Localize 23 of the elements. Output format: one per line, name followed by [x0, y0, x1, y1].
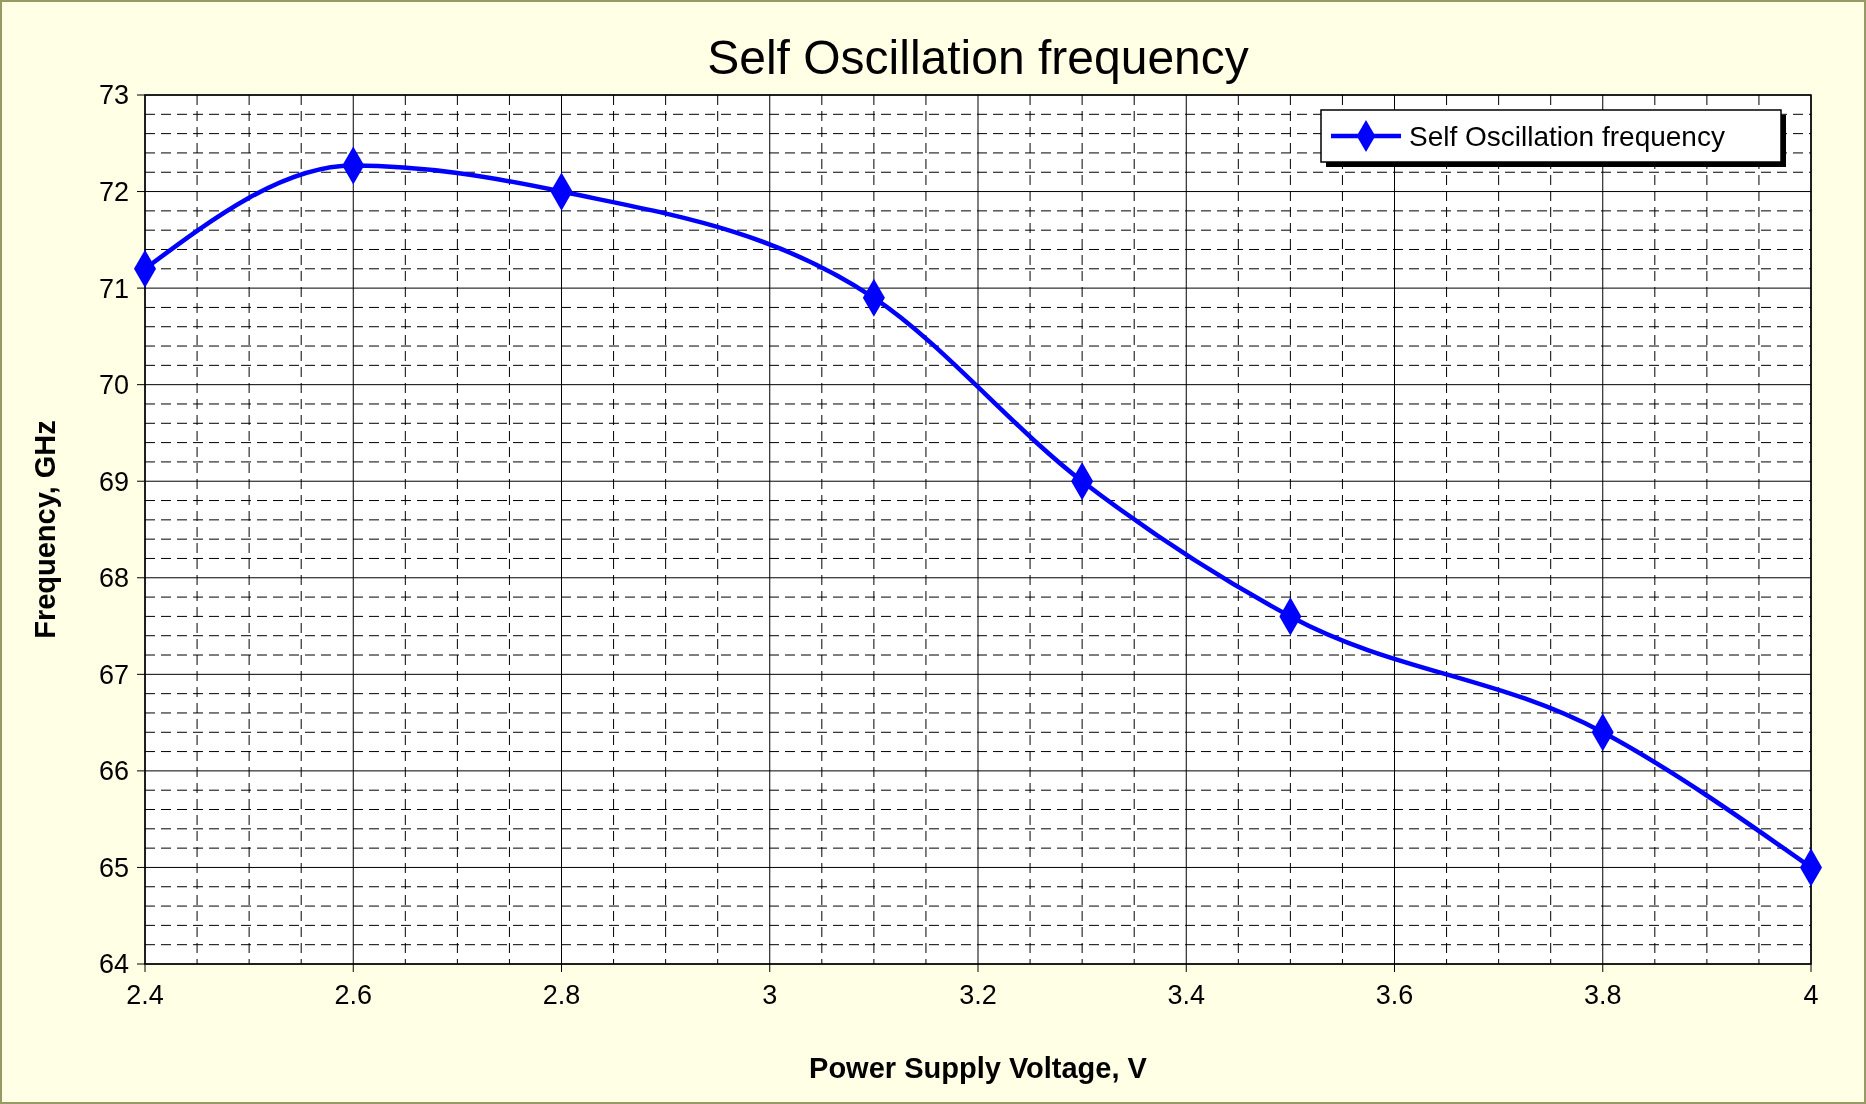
y-tick-label: 73	[98, 80, 129, 111]
x-tick-label: 2.8	[542, 980, 581, 1010]
x-tick-label: 2.6	[334, 980, 373, 1010]
x-tick-label: 3.6	[1375, 980, 1414, 1010]
y-tick-label: 68	[98, 563, 129, 594]
y-tick-label: 65	[98, 852, 129, 883]
x-axis-title: Power Supply Voltage, V	[809, 1052, 1148, 1084]
y-tick-label: 72	[98, 177, 129, 208]
x-tick-label: 2.4	[126, 980, 164, 1010]
y-tick-label: 69	[98, 466, 129, 497]
y-tick-label: 64	[98, 949, 129, 980]
legend-label: Self Oscillation frequency	[1409, 120, 1725, 152]
y-tick-label: 70	[98, 370, 129, 401]
x-tick-label: 3.8	[1583, 980, 1622, 1010]
chart-title: Self Oscillation frequency	[707, 31, 1249, 84]
x-tick-label: 3.2	[959, 980, 997, 1010]
x-tick-label: 3	[762, 980, 778, 1010]
y-tick-label: 67	[98, 659, 129, 690]
y-axis-title: Frequency, GHz	[29, 420, 61, 639]
x-tick-label: 4	[1803, 980, 1819, 1010]
y-tick-label: 71	[98, 273, 129, 304]
x-tick-label: 3.4	[1167, 980, 1206, 1010]
y-tick-label: 66	[98, 756, 129, 787]
